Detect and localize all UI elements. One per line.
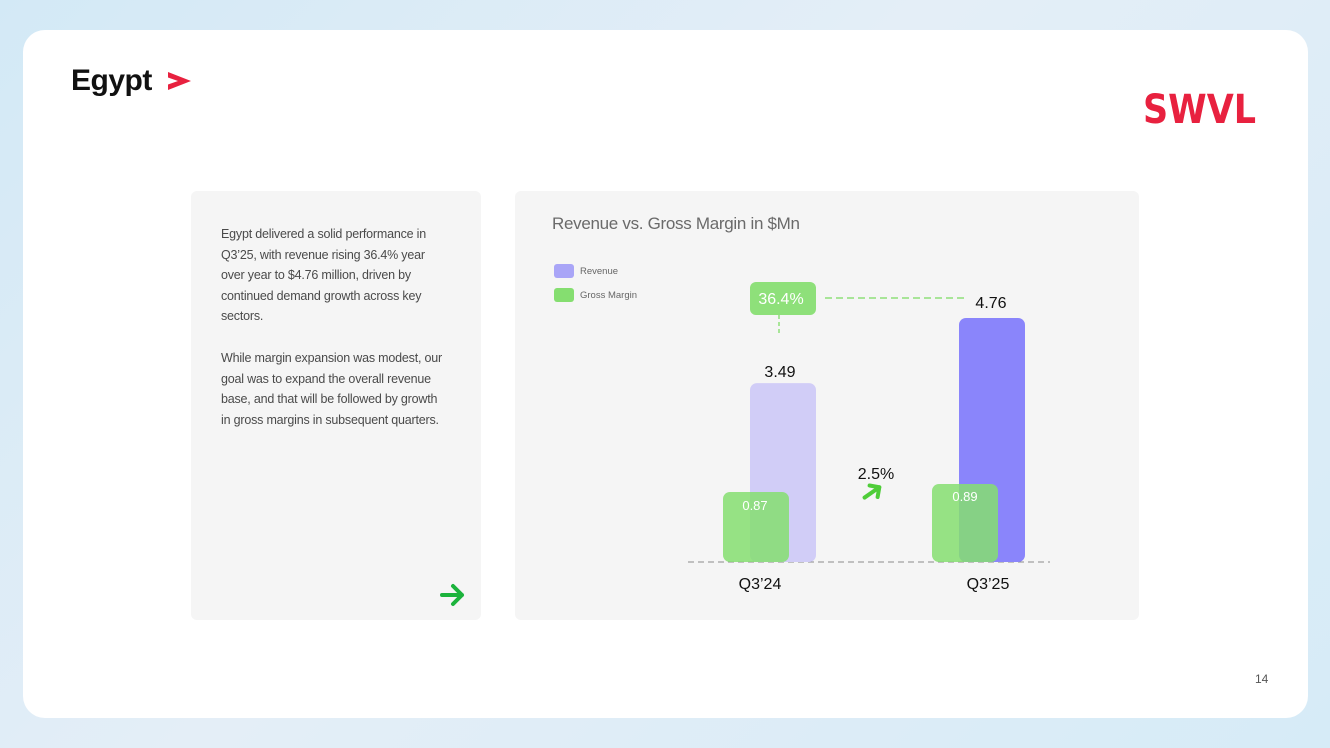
growth-arrow-icon bbox=[862, 483, 882, 500]
chevron-right-icon bbox=[167, 72, 191, 90]
revenue-label-q3-24: 3.49 bbox=[764, 364, 795, 381]
summary-paragraph-1: Egypt delivered a solid performance in Q… bbox=[221, 227, 427, 323]
page-title-block: Egypt bbox=[71, 64, 194, 98]
gross-margin-bar-q3-25 bbox=[932, 484, 998, 562]
x-tick-q3-25: Q3’25 bbox=[967, 576, 1010, 593]
summary-paragraph-2: While margin expansion was modest, our g… bbox=[221, 351, 442, 427]
legend-revenue-label: Revenue bbox=[580, 265, 619, 277]
page-title: Egypt bbox=[71, 64, 152, 97]
gross-margin-bar-q3-24 bbox=[723, 492, 789, 562]
page-number: 14 bbox=[1255, 672, 1269, 686]
gross-margin-label-q3-24: 0.87 bbox=[742, 498, 767, 513]
x-tick-q3-24: Q3’24 bbox=[739, 576, 782, 593]
gross-margin-growth-label: 2.5% bbox=[858, 466, 894, 483]
revenue-growth-badge bbox=[750, 282, 816, 315]
revenue-growth-label: 36.4% bbox=[758, 291, 803, 308]
chart-canvas: 3.49 4.76 0.87 0.89 36.4% 2.5% Q3’24 Q3’… bbox=[688, 282, 1050, 593]
revenue-label-q3-25: 4.76 bbox=[975, 295, 1006, 312]
arrow-right-icon[interactable] bbox=[440, 583, 466, 607]
summary-card: Egypt delivered a solid performance in Q… bbox=[191, 191, 481, 620]
chart-title: Revenue vs. Gross Margin in $Mn bbox=[552, 214, 800, 233]
swvl-logo: SWVL bbox=[1143, 89, 1256, 127]
chart-card: Revenue vs. Gross Margin in $Mn Revenue … bbox=[515, 191, 1139, 620]
gross-margin-label-q3-25: 0.89 bbox=[952, 489, 977, 504]
legend-gross-margin: Gross Margin bbox=[554, 288, 637, 302]
legend-revenue: Revenue bbox=[554, 264, 618, 278]
swvl-logo-text: SWVL bbox=[1143, 89, 1256, 127]
legend-gross-margin-label: Gross Margin bbox=[580, 289, 638, 301]
legend-revenue-swatch bbox=[554, 264, 574, 278]
legend-gross-margin-swatch bbox=[554, 288, 574, 302]
